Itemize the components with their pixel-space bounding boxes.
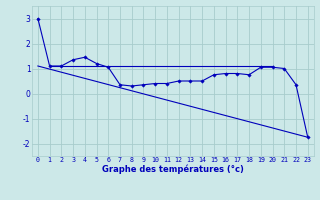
X-axis label: Graphe des températures (°c): Graphe des températures (°c) [102, 165, 244, 174]
